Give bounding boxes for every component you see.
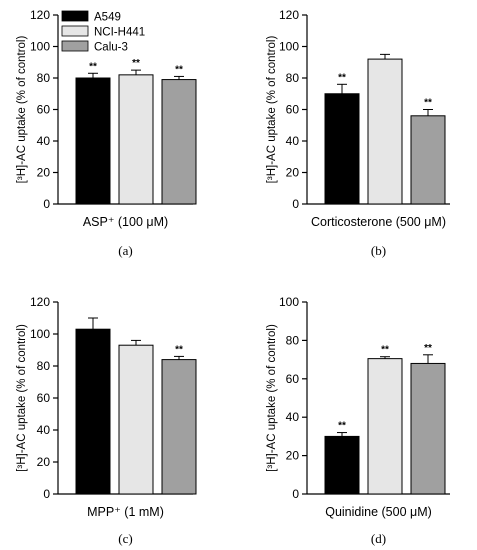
y-axis-label: [³H]-AC uptake (% of control) (16, 36, 28, 184)
panel-caption: (d) (371, 531, 386, 546)
panel-caption: (b) (371, 243, 386, 258)
legend-label: NCI-H441 (94, 27, 145, 39)
bar-calu-3 (161, 359, 197, 495)
y-tick-label: 100 (279, 40, 299, 54)
bar-nci-h441 (367, 358, 403, 495)
y-tick-label: 100 (279, 295, 299, 309)
x-axis-label: MPP⁺ (1 mM) (87, 505, 164, 519)
y-tick-label: 100 (30, 327, 50, 341)
significance-marker: ** (338, 421, 346, 432)
chart-panel-3: 0 20 40 60 80 100 120 [³H]-AC uptake (% of cont… (16, 295, 197, 546)
y-tick-label: 40 (37, 134, 51, 148)
significance-marker: ** (175, 64, 183, 75)
x-axis-label: ASP⁺ (100 μM) (83, 215, 168, 229)
y-tick-label: 40 (286, 134, 300, 148)
y-tick-label: 60 (286, 103, 300, 117)
y-tick-label: 100 (30, 40, 50, 54)
chart-panel-1: 0 20 40 60 80 100 120 [³H]-AC uptake (% of cont… (16, 8, 197, 258)
significance-marker: ** (338, 72, 346, 83)
bar-calu-3 (410, 115, 446, 205)
legend-swatch (61, 10, 89, 22)
legend-swatch (61, 40, 89, 52)
y-tick-label: 0 (292, 197, 299, 211)
panel-caption: (c) (118, 531, 132, 546)
chart-panel-2: 0 20 40 60 80 100 120 [³H]-AC uptake (% of cont… (266, 8, 450, 258)
y-tick-label: 20 (286, 166, 300, 180)
significance-marker: ** (424, 343, 432, 354)
bar-a549 (324, 435, 360, 495)
bar-calu-3 (161, 79, 197, 205)
significance-marker: ** (175, 344, 183, 355)
x-axis-label: Corticosterone (500 μM) (311, 215, 446, 229)
y-tick-label: 20 (37, 166, 51, 180)
y-tick-label: 80 (37, 71, 51, 85)
x-axis-label: Quinidine (500 μM) (325, 505, 432, 519)
bar-a549 (75, 328, 111, 495)
legend-swatch (61, 25, 89, 37)
chart-panel-4: 0 20 40 60 80 100 [³H]-AC uptake (% of control… (266, 295, 450, 546)
y-tick-label: 60 (37, 103, 51, 117)
bar-nci-h441 (367, 58, 403, 205)
y-tick-label: 20 (286, 449, 300, 463)
y-tick-label: 120 (30, 295, 50, 309)
y-tick-label: 80 (37, 359, 51, 373)
significance-marker: ** (132, 58, 140, 69)
legend: A549 NCI-H441 Calu-3 (61, 10, 145, 54)
y-tick-label: 120 (279, 8, 299, 22)
significance-marker: ** (381, 345, 389, 356)
legend-label: Calu-3 (94, 42, 128, 54)
bar-calu-3 (410, 362, 446, 495)
y-axis-label: [³H]-AC uptake (% of control) (266, 324, 278, 472)
y-tick-label: 0 (43, 487, 50, 501)
y-tick-label: 80 (286, 71, 300, 85)
y-tick-label: 40 (286, 410, 300, 424)
bar-a549 (75, 77, 111, 205)
y-tick-label: 60 (286, 372, 300, 386)
y-tick-label: 40 (37, 423, 51, 437)
bar-a549 (324, 93, 360, 205)
y-tick-label: 0 (292, 487, 299, 501)
bar-nci-h441 (118, 74, 154, 205)
y-tick-label: 60 (37, 391, 51, 405)
y-tick-label: 120 (30, 8, 50, 22)
panel-caption: (a) (118, 243, 132, 258)
y-axis-label: [³H]-AC uptake (% of control) (266, 36, 278, 184)
y-axis-label: [³H]-AC uptake (% of control) (16, 324, 28, 472)
y-tick-label: 20 (37, 455, 51, 469)
significance-marker: ** (89, 61, 97, 72)
y-tick-label: 0 (43, 197, 50, 211)
y-tick-label: 80 (286, 333, 300, 347)
significance-marker: ** (424, 98, 432, 109)
bar-nci-h441 (118, 344, 154, 495)
legend-label: A549 (94, 12, 121, 24)
